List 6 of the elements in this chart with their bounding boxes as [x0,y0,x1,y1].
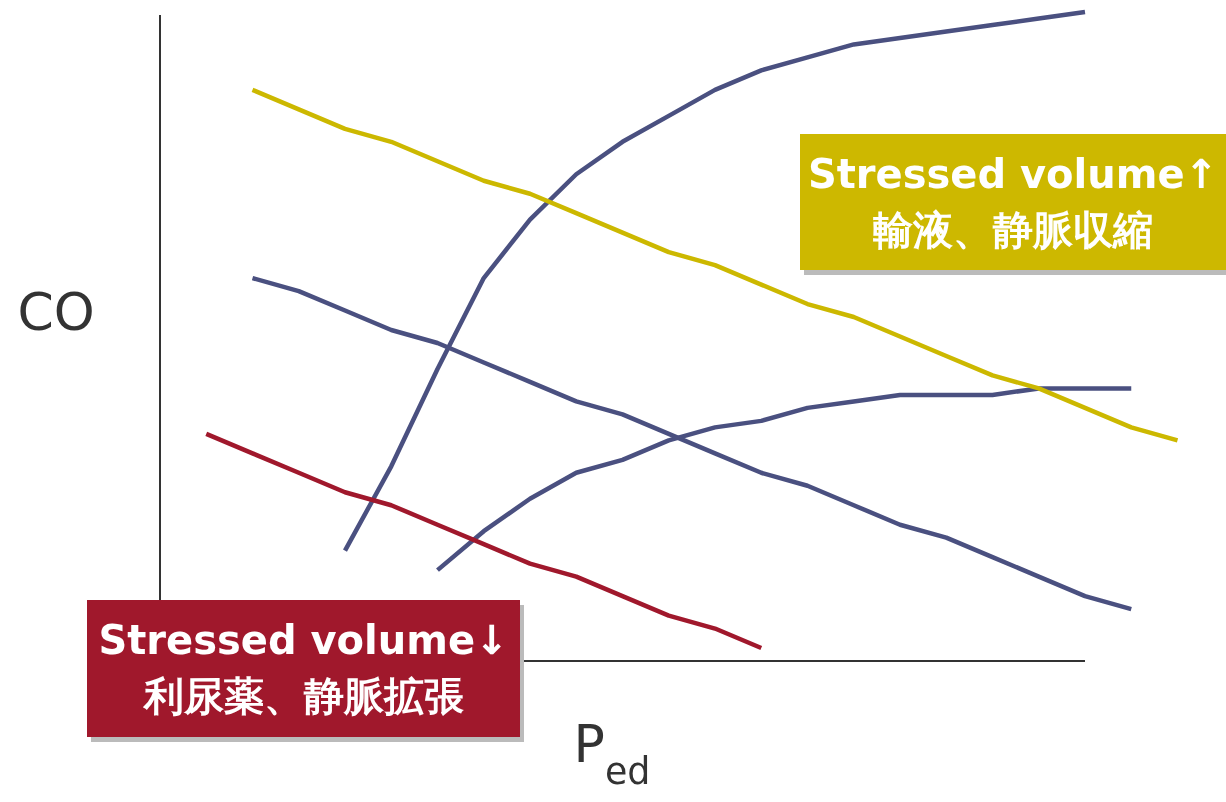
annotation: Stressed volume↑ 輸液、静脈収縮 [800,134,1226,275]
annotation: Stressed volume↑ 輸液、静脈収縮 [807,151,1219,253]
annotation: Stressed volume↓ 利尿薬、静脈拡張 [98,617,509,719]
annotation: Stressed volume↓ 利尿薬、静脈拡張 [87,600,524,742]
xlabel: P$_{ed}$ [573,714,651,793]
ylabel: CO [17,282,95,342]
